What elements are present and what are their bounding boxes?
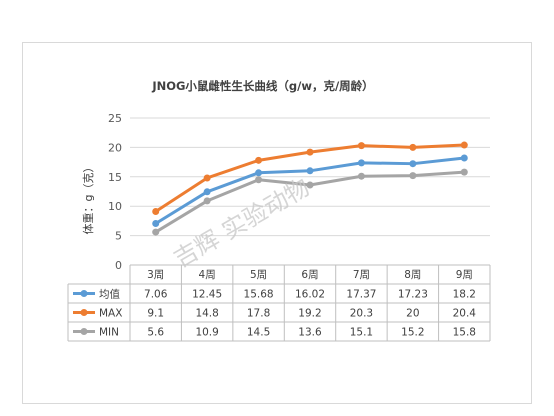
x-tick-label: 5周	[250, 269, 267, 281]
table-cell: 15.68	[244, 289, 274, 301]
y-tick-label: 20	[108, 141, 122, 154]
y-axis-label: 体重：g（克）	[81, 162, 95, 235]
x-tick-label: 7周	[353, 269, 370, 281]
x-tick-label: 3周	[147, 269, 164, 281]
legend-label: 均值	[99, 288, 120, 301]
data-point	[409, 172, 417, 180]
x-tick-label: 6周	[301, 269, 318, 281]
data-point	[203, 197, 211, 205]
table-cell: 17.23	[398, 289, 428, 301]
legend-label: MIN	[99, 327, 119, 339]
data-point	[255, 169, 263, 177]
table-cell: 10.9	[195, 327, 218, 339]
table-cell: 20	[406, 308, 419, 320]
data-point	[306, 148, 314, 156]
series-lines	[152, 141, 468, 236]
data-point	[152, 207, 160, 215]
table-cell: 17.8	[247, 308, 270, 320]
table-cell: 16.02	[295, 289, 325, 301]
chart-title: JNOG小鼠雌性生长曲线（g/w，克/周龄）	[151, 79, 373, 93]
table-cell: 14.5	[247, 327, 270, 339]
data-point	[409, 160, 417, 168]
table-cell: 20.3	[350, 308, 373, 320]
table-cell: 18.2	[453, 289, 476, 301]
table-cell: 15.8	[453, 327, 476, 339]
table-cell: 15.2	[401, 327, 424, 339]
data-point	[460, 141, 468, 149]
x-tick-label: 8周	[404, 269, 421, 281]
data-point	[152, 228, 160, 236]
y-tick-label: 0	[115, 259, 122, 272]
table-cell: 7.06	[144, 289, 168, 301]
table-cell: 12.45	[192, 289, 222, 301]
legend-label: MAX	[99, 308, 122, 320]
y-tick-label: 5	[115, 230, 122, 243]
data-point	[357, 159, 365, 167]
legend-marker-1	[80, 290, 88, 297]
data-point	[357, 142, 365, 150]
y-tick-label: 25	[108, 112, 122, 125]
table-cell: 20.4	[453, 308, 477, 320]
data-point	[409, 143, 417, 151]
data-point	[306, 167, 314, 175]
grid-lines: 0 5 10 15 20 25	[108, 112, 490, 272]
table-cell: 17.37	[346, 289, 376, 301]
x-tick-label: 4周	[199, 269, 216, 281]
table-cell: 13.6	[298, 327, 322, 339]
y-tick-label: 15	[108, 171, 122, 184]
data-point	[203, 174, 211, 182]
legend-marker-3	[80, 328, 88, 335]
data-point	[152, 219, 160, 227]
data-point	[460, 168, 468, 176]
table-cell: 9.1	[147, 308, 164, 320]
x-tick-label: 9周	[456, 269, 473, 281]
data-point	[203, 188, 211, 196]
data-point	[306, 181, 314, 189]
table-cell: 14.8	[195, 308, 218, 320]
legend-marker-2	[80, 309, 88, 316]
table-cell: 5.6	[147, 327, 164, 339]
table-cell: 19.2	[298, 308, 321, 320]
y-tick-label: 10	[108, 200, 122, 213]
data-point	[357, 172, 365, 180]
data-point	[255, 156, 263, 164]
data-point	[460, 154, 468, 162]
chart-frame	[22, 42, 532, 404]
table-cell: 15.1	[350, 327, 373, 339]
data-point	[255, 176, 263, 184]
